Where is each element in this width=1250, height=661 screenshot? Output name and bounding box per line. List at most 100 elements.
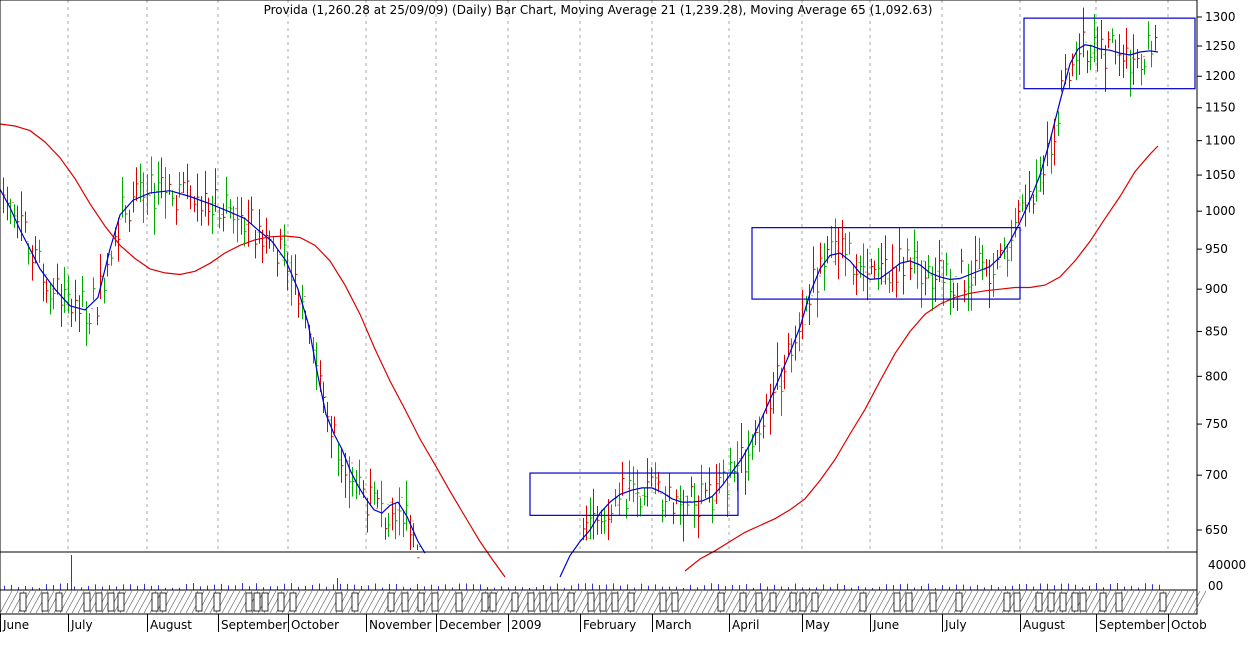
trail-dot (1132, 57, 1134, 59)
price-tick-label: 700 (1205, 468, 1228, 482)
band-hatch (1127, 590, 1141, 614)
band-hatch (1139, 590, 1153, 614)
month-label: June (872, 618, 899, 632)
trail-dot (642, 495, 644, 497)
trail-dot (628, 488, 630, 490)
band-hatch (1193, 590, 1207, 614)
trail-dot (1035, 195, 1037, 197)
band-block (1159, 592, 1167, 612)
trail-dot (235, 208, 237, 210)
trail-dot (419, 545, 421, 547)
trail-dot (45, 274, 47, 276)
trail-dot (973, 276, 975, 278)
band-hatch (683, 590, 697, 614)
trail-dot (149, 194, 151, 196)
trail-dot (1117, 54, 1119, 56)
trail-dot (887, 278, 889, 280)
price-tick-label: 1250 (1205, 39, 1236, 53)
band-block (527, 592, 535, 612)
trail-dot (930, 274, 932, 276)
trail-dot (585, 539, 587, 541)
band-hatch (1181, 590, 1195, 614)
month-label: Octob (1171, 618, 1207, 632)
band-hatch (941, 590, 955, 614)
trail-dot (952, 280, 954, 282)
band-block (195, 592, 203, 612)
consolidation-boxes (529, 17, 1196, 516)
moving-average-line (684, 145, 1159, 572)
trail-dot (804, 324, 806, 326)
trail-dot (289, 262, 291, 264)
trail-dot (228, 207, 230, 209)
band-hatch (131, 590, 145, 614)
band-hatch (317, 590, 331, 614)
band-block (1013, 592, 1021, 612)
band-block (627, 592, 635, 612)
trail-dot (347, 460, 349, 462)
vertical-grid (67, 0, 1169, 552)
trail-dot (156, 190, 158, 192)
month-label: 2009 (511, 618, 542, 632)
band-block (151, 592, 159, 612)
band-block (1079, 592, 1087, 612)
trail-dot (329, 419, 331, 421)
band-block (551, 592, 559, 612)
trail-dot (865, 271, 867, 273)
trail-dot (819, 275, 821, 277)
volume-bars (4, 555, 1160, 590)
band-hatch (935, 590, 949, 614)
trail-dot (322, 381, 324, 383)
trail-dot (696, 504, 698, 506)
band-block (611, 592, 619, 612)
band-hatch (845, 590, 859, 614)
moving-average-line (0, 123, 506, 578)
band-hatch (725, 590, 739, 614)
trail-dot (883, 280, 885, 282)
band-hatch (29, 590, 43, 614)
band-block (739, 592, 747, 612)
month-axis: June July August September October November De… (0, 614, 1207, 632)
band-hatch (821, 590, 835, 614)
month-label: July (944, 618, 967, 632)
band-hatch (437, 590, 451, 614)
trail-dot (617, 504, 619, 506)
band-block (955, 592, 963, 612)
band-hatch (233, 590, 247, 614)
trail-dot (1092, 52, 1094, 54)
trail-dot (635, 492, 637, 494)
trail-dot (77, 300, 79, 302)
month-label: April (732, 618, 759, 632)
month-label: May (805, 618, 830, 632)
band-block (859, 592, 867, 612)
band-block (55, 592, 63, 612)
band-hatch (365, 590, 379, 614)
price-tick-label: 750 (1205, 417, 1228, 431)
month-label: February (583, 618, 636, 632)
band-block (117, 592, 125, 612)
moving-average-line (0, 189, 426, 554)
band-block (539, 592, 547, 612)
band-block (245, 592, 253, 612)
trail-dot (718, 492, 720, 494)
trail-dot (858, 261, 860, 263)
band-block (717, 592, 725, 612)
band-hatch (701, 590, 715, 614)
band-hatch (911, 590, 925, 614)
trail-dot (779, 385, 781, 387)
band-hatch (0, 590, 13, 614)
month-label: November (369, 618, 431, 632)
band-hatch (461, 590, 475, 614)
band-hatch (917, 590, 931, 614)
band-hatch (467, 590, 481, 614)
trail-dot (1031, 196, 1033, 198)
trail-dot (678, 498, 680, 500)
trail-dot (1006, 250, 1008, 252)
trail-dot (109, 254, 111, 256)
date-band-pattern (0, 590, 1207, 614)
band-hatch (179, 590, 193, 614)
band-hatch (965, 590, 979, 614)
band-block (277, 592, 285, 612)
price-tick-label: 800 (1205, 369, 1228, 383)
band-hatch (137, 590, 151, 614)
